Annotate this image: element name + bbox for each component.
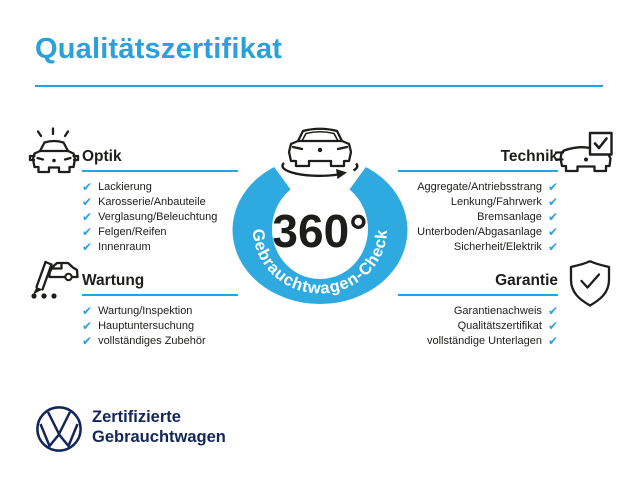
check-icon: ✔	[82, 318, 93, 333]
list-item: ✔ Wartung/Inspektion	[82, 303, 238, 318]
list-item-label: Hauptuntersuchung	[98, 319, 195, 332]
footer-claim-line1: Zertifizierte	[92, 408, 181, 426]
list-item: ✔ vollständiges Zubehör	[82, 333, 238, 348]
checklist: ✔ Lackierung ✔ Karosserie/Anbauteile ✔ Vergla…	[82, 179, 238, 254]
list-item: vollständige Unterlagen ✔	[398, 333, 558, 348]
check-icon: ✔	[82, 333, 93, 348]
check-icon: ✔	[82, 209, 93, 224]
list-item: ✔ Felgen/Reifen	[82, 224, 238, 239]
list-item-label: Felgen/Reifen	[98, 225, 167, 238]
car-shine-icon	[28, 127, 80, 174]
list-item-label: Lenkung/Fahrwerk	[450, 195, 542, 208]
section-title: Wartung	[82, 272, 145, 289]
shield-check-icon	[569, 260, 611, 307]
section-title: Garantie	[495, 272, 558, 289]
check-icon: ✔	[547, 303, 558, 318]
footer-claim-line2: Gebrauchtwagen	[92, 428, 226, 446]
list-item-label: Karosserie/Anbauteile	[98, 195, 206, 208]
list-item-label: vollständige Unterlagen	[426, 334, 542, 347]
list-item: ✔ Karosserie/Anbauteile	[82, 194, 238, 209]
checklist: Garantienachweis ✔ Qualitätszertifikat ✔ vol…	[398, 303, 558, 348]
list-item: Bremsanlage ✔	[398, 209, 558, 224]
check-icon: ✔	[547, 318, 558, 333]
vw-logo	[36, 406, 82, 452]
checklist: ✔ Wartung/Inspektion ✔ Hauptuntersuchung ✔ vo…	[82, 303, 238, 348]
list-item-label: Lackierung	[98, 180, 152, 193]
list-item-label: Innenraum	[98, 240, 151, 253]
ring-hole	[272, 179, 368, 279]
car-checkbox-icon	[554, 131, 613, 173]
check-icon: ✔	[547, 179, 558, 194]
list-item: Sicherheit/Elektrik ✔	[398, 239, 558, 254]
section-wartung: Wartung ✔ Wartung/Inspektion ✔ Hauptuntersu…	[82, 273, 238, 348]
section-title: Optik	[82, 148, 122, 165]
list-item: Unterboden/Abgasanlage ✔	[398, 224, 558, 239]
section-title: Technik	[500, 148, 558, 165]
list-item-label: Wartung/Inspektion	[98, 304, 193, 317]
page-title: Qualitätszertifikat	[35, 33, 283, 65]
list-item: Qualitätszertifikat ✔	[398, 318, 558, 333]
section-technik: Technik Aggregate/Antriebsstrang ✔ Lenkung…	[398, 149, 558, 254]
list-item: Lenkung/Fahrwerk ✔	[398, 194, 558, 209]
list-item: ✔ Verglasung/Beleuchtung	[82, 209, 238, 224]
section-rule	[398, 294, 558, 296]
service-pen-car-icon	[31, 260, 79, 299]
check-icon: ✔	[547, 239, 558, 254]
section-rule	[82, 294, 238, 296]
list-item: ✔ Lackierung	[82, 179, 238, 194]
section-rule	[82, 170, 238, 172]
check-icon: ✔	[547, 224, 558, 239]
car-360-rotation-icon	[281, 127, 359, 179]
check-icon: ✔	[82, 224, 93, 239]
section-rule	[398, 170, 558, 172]
section-optik: Optik ✔ Lackierung ✔ Karosserie/Anbauteile ✔…	[82, 149, 238, 254]
360-check-ring: Gebrauchtwagen-Check 360°	[232, 127, 408, 304]
list-item-label: Sicherheit/Elektrik	[453, 240, 542, 253]
list-item-label: Garantienachweis	[453, 304, 542, 317]
check-icon: ✔	[547, 209, 558, 224]
list-item-label: Bremsanlage	[477, 210, 542, 223]
check-icon: ✔	[547, 333, 558, 348]
footer-claim: Zertifizierte Gebrauchtwagen	[92, 407, 226, 447]
list-item-label: Verglasung/Beleuchtung	[98, 210, 218, 223]
list-item: ✔ Hauptuntersuchung	[82, 318, 238, 333]
checklist: Aggregate/Antriebsstrang ✔ Lenkung/Fahrwer…	[398, 179, 558, 254]
list-item-label: Qualitätszertifikat	[457, 319, 542, 332]
section-garantie: Garantie Garantienachweis ✔ Qualitätszerti…	[398, 273, 558, 348]
check-icon: ✔	[82, 239, 93, 254]
list-item: Garantienachweis ✔	[398, 303, 558, 318]
check-icon: ✔	[82, 194, 93, 209]
check-icon: ✔	[82, 179, 93, 194]
list-item: Aggregate/Antriebsstrang ✔	[398, 179, 558, 194]
check-icon: ✔	[547, 194, 558, 209]
list-item-label: vollständiges Zubehör	[98, 334, 206, 347]
list-item: ✔ Innenraum	[82, 239, 238, 254]
check-icon: ✔	[82, 303, 93, 318]
list-item-label: Unterboden/Abgasanlage	[417, 225, 542, 238]
header-divider	[35, 85, 603, 87]
degree-value: 360°	[272, 205, 367, 257]
list-item-label: Aggregate/Antriebsstrang	[417, 180, 542, 193]
